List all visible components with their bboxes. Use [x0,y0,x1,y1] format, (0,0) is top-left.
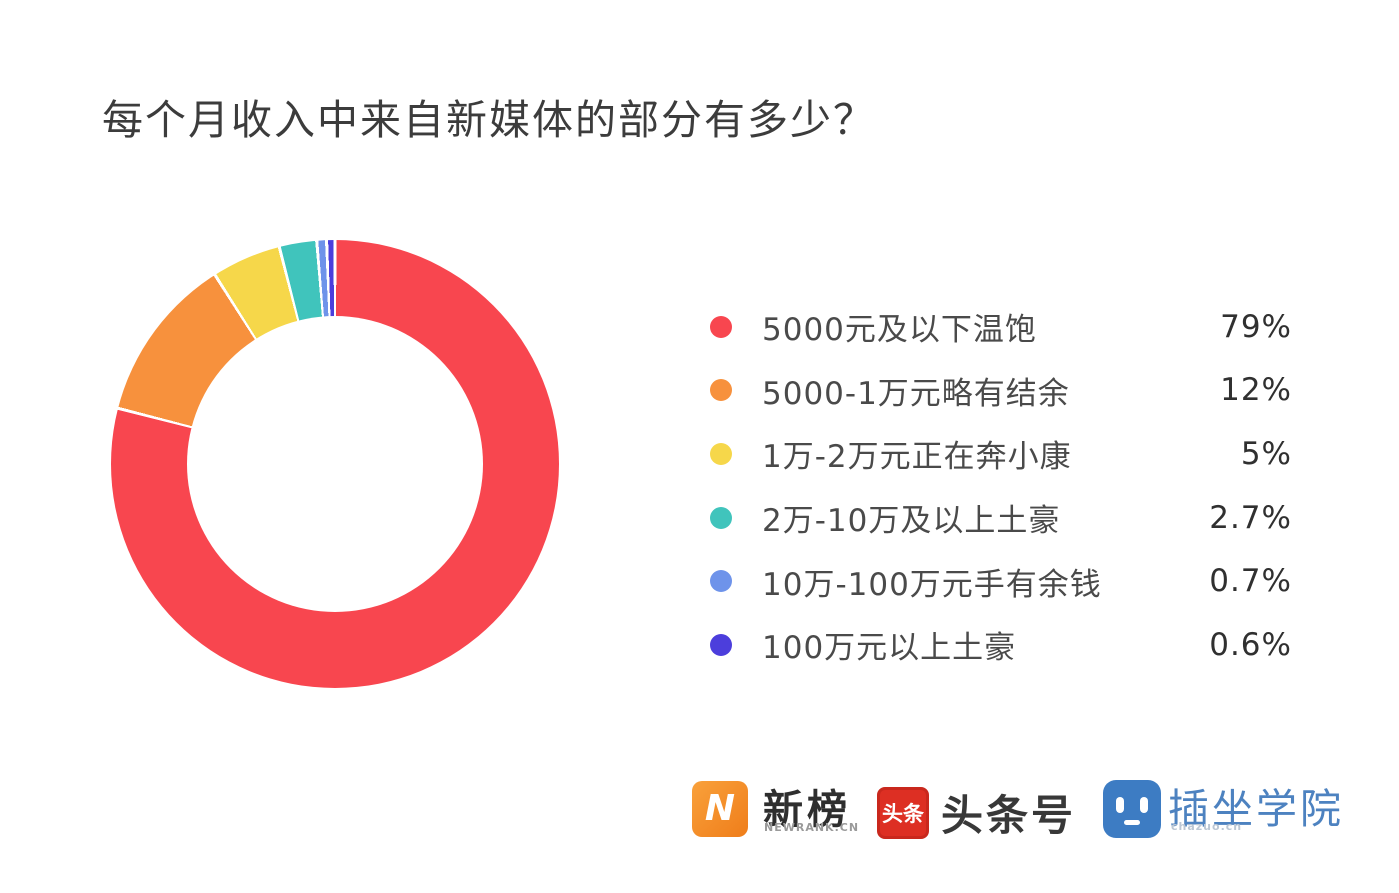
legend-dot-icon [710,315,732,338]
legend-item: 1万-2万元正在奔小康 5% [710,422,1292,486]
page-title: 每个月收入中来自新媒体的部分有多少？ [102,96,876,144]
legend-item: 5000元及以下温饱 79% [710,295,1292,359]
legend-dot-icon [710,379,732,402]
legend-dot-icon [710,442,732,465]
toutiao-logo-text: 头条 [882,802,924,826]
toutiao-logo-icon: 头条 [877,787,929,839]
legend-value: 0.6% [1209,626,1292,663]
legend-label: 1万-2万元正在奔小康 [762,439,1072,476]
legend-item: 2万-10万及以上土豪 2.7% [710,486,1292,550]
newrank-logo-icon: N [692,781,748,837]
chazuo-subtext: chazuo.cn [1171,820,1243,833]
donut-chart [111,240,559,688]
chazuo-logo-icon [1103,780,1161,838]
donut-hole [187,316,483,612]
newrank-logo-letter: N [704,787,736,829]
legend-value: 0.7% [1209,563,1292,600]
chazuo-logo-eye-right [1140,797,1148,813]
legend-dot-icon [710,570,732,593]
legend-value: 79% [1220,308,1292,345]
legend-dot-icon [710,633,732,656]
chazuo-logo-eye-left [1116,797,1124,813]
toutiao-name: 头条号 [941,791,1077,840]
legend-value: 2.7% [1209,499,1292,536]
legend-dot-icon [710,506,732,529]
legend-item: 10万-100万元手有余钱 0.7% [710,549,1292,613]
newrank-subtext: NEWRANK.CN [764,821,860,834]
legend-label: 10万-100万元手有余钱 [762,566,1102,603]
legend-label: 5000-1万元略有结余 [762,375,1070,412]
chazuo-name: 插坐学院 [1168,785,1344,833]
legend-label: 100万元以上土豪 [762,630,1017,667]
newrank-name: 新榜 [763,787,851,833]
legend-label: 5000元及以下温饱 [762,312,1037,349]
legend-value: 5% [1240,435,1292,472]
legend-item: 100万元以上土豪 0.6% [710,613,1292,677]
chart-legend: 5000元及以下温饱 79% 5000-1万元略有结余 12% 1万-2万元正在奔小康 5… [710,295,1292,677]
legend-value: 12% [1220,372,1292,409]
legend-label: 2万-10万及以上土豪 [762,503,1061,540]
legend-item: 5000-1万元略有结余 12% [710,359,1292,423]
chazuo-logo-mouth [1124,820,1140,825]
